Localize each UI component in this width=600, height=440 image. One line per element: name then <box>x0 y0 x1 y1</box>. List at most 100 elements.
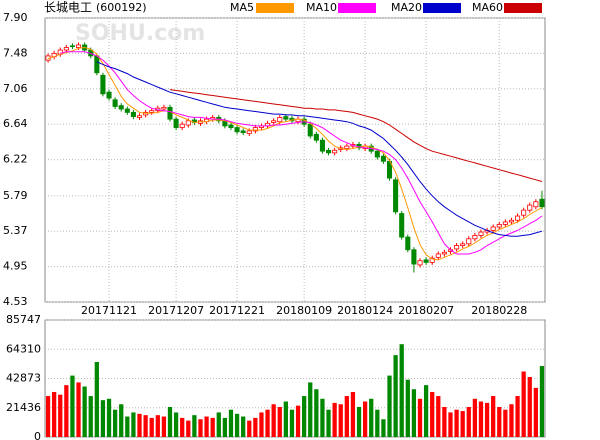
volume-bar <box>82 386 87 437</box>
x-tick-label: 20171207 <box>148 304 204 317</box>
volume-bar <box>289 409 295 437</box>
ma-line <box>96 61 543 237</box>
volume-bar <box>234 413 240 437</box>
volume-bar <box>198 419 203 437</box>
candle-body <box>490 226 496 231</box>
ma-line <box>169 89 543 182</box>
volume-tick-label: 42873 <box>6 372 41 385</box>
volume-bar <box>332 402 337 437</box>
candle-body <box>508 219 514 223</box>
candle-body <box>106 91 112 99</box>
candle-body <box>326 149 332 154</box>
volume-bar <box>338 404 343 437</box>
volume-bar <box>375 409 380 437</box>
volume-bar <box>478 401 484 437</box>
x-tick-label: 20180207 <box>398 304 454 317</box>
candle-body <box>246 130 252 134</box>
volume-bar <box>271 404 276 437</box>
candle-body <box>100 74 106 95</box>
y-tick-label: 7.06 <box>3 82 28 95</box>
volume-bar <box>454 409 459 437</box>
volume-bar <box>45 396 51 437</box>
candle-body <box>380 155 386 162</box>
candle-body <box>441 251 447 255</box>
candle-body <box>271 120 277 123</box>
volume-bar <box>222 417 228 437</box>
volume-bar <box>204 416 209 437</box>
volume-bar <box>503 409 508 437</box>
y-tick-label: 7.90 <box>3 11 28 24</box>
volume-bar <box>326 409 331 437</box>
candle-body <box>429 257 435 263</box>
volume-bar <box>295 405 301 437</box>
volume-bar <box>362 401 368 437</box>
candle-body <box>252 127 258 132</box>
volume-bar <box>106 398 112 437</box>
volume-bar <box>350 391 356 437</box>
candle-body <box>130 111 136 117</box>
volume-bar <box>497 406 502 437</box>
volume-bar <box>442 406 447 437</box>
volume-bar <box>186 420 191 437</box>
y-tick-label: 4.95 <box>3 260 28 273</box>
volume-bar <box>381 419 386 437</box>
volume-bar <box>393 355 398 437</box>
volume-bar <box>344 396 349 437</box>
candle-body <box>423 259 429 263</box>
candle-body <box>167 106 173 120</box>
volume-bar <box>259 412 264 437</box>
volume-bar <box>521 371 526 437</box>
volume-bar <box>491 396 496 437</box>
volume-bar <box>216 412 221 437</box>
candle-body <box>173 118 179 128</box>
volume-bar <box>131 412 136 437</box>
legend-label: MA60 <box>472 1 503 14</box>
x-tick-label: 20171221 <box>209 304 265 317</box>
volume-bar <box>387 375 392 437</box>
volume-bar <box>527 376 532 437</box>
candle-body <box>277 117 283 123</box>
volume-bar <box>277 406 282 437</box>
volume-bar <box>515 396 520 437</box>
volume-tick-label: 21436 <box>6 401 41 414</box>
volume-bar <box>192 415 197 437</box>
candle-body <box>283 116 289 120</box>
volume-bar <box>539 366 545 437</box>
candle-body <box>63 47 69 51</box>
candle-body <box>94 55 100 74</box>
volume-bar <box>247 420 252 437</box>
y-tick-label: 7.48 <box>3 46 28 59</box>
candle-body <box>319 139 325 152</box>
candle-body <box>240 130 246 134</box>
candle-body <box>460 243 466 246</box>
ma-line <box>60 51 543 255</box>
y-tick-label: 5.37 <box>3 224 28 237</box>
candle-body <box>332 149 338 154</box>
candle-body <box>502 221 508 225</box>
volume-bar <box>94 361 99 437</box>
volume-bar <box>143 415 148 437</box>
volume-bar <box>70 375 75 437</box>
volume-bar <box>460 411 465 437</box>
legend-label: MA5 <box>230 1 254 14</box>
candle-body <box>149 110 155 113</box>
volume-bar <box>253 417 258 437</box>
volume-tick-label: 64310 <box>6 342 41 355</box>
volume-bar <box>125 416 130 437</box>
volume-bar <box>472 398 478 437</box>
volume-bar <box>283 401 288 437</box>
candle-body <box>411 249 417 265</box>
volume-bar <box>399 344 404 437</box>
volume-bar <box>356 406 362 437</box>
candle-body <box>527 204 533 211</box>
x-tick-label: 20180228 <box>471 304 527 317</box>
legend-swatch <box>504 3 542 13</box>
x-tick-label: 20171121 <box>81 304 137 317</box>
candle-body <box>234 127 240 133</box>
volume-bar <box>149 417 154 437</box>
volume-bar <box>466 406 471 437</box>
x-tick-label: 20180109 <box>276 304 332 317</box>
volume-bar <box>58 394 63 437</box>
stock-code: (600192) <box>96 1 147 14</box>
volume-bar <box>411 389 417 437</box>
